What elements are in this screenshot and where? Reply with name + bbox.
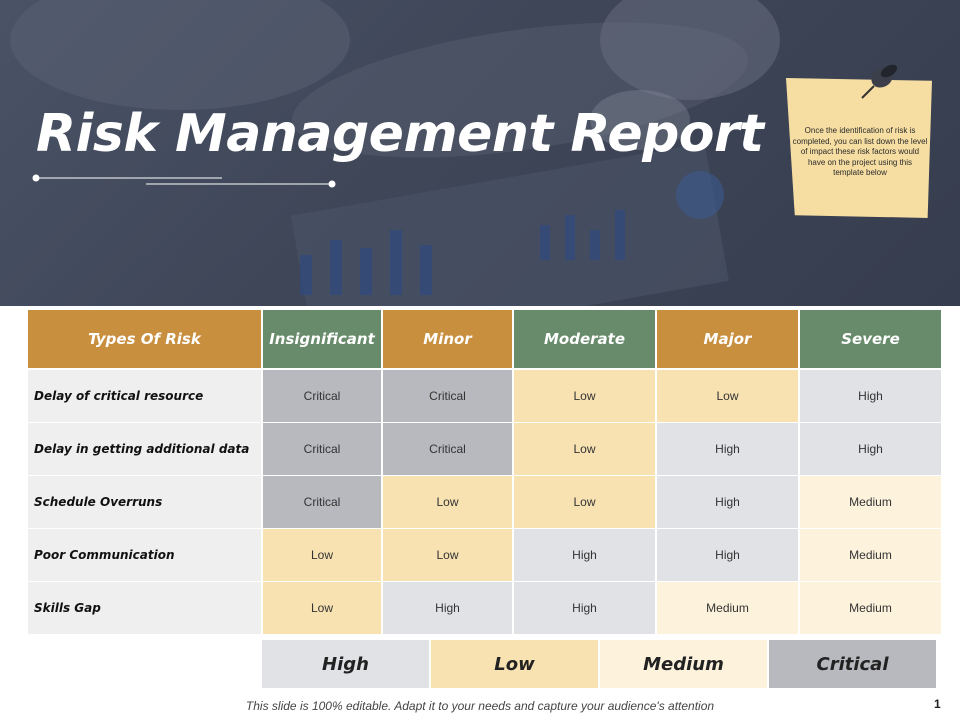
table-cell: High — [657, 423, 798, 476]
row-label: Skills Gap — [28, 582, 261, 635]
row-label: Schedule Overruns — [28, 476, 261, 529]
sticky-note-text: Once the identification of risk is compl… — [792, 126, 928, 177]
col-header-major: Major — [657, 310, 798, 370]
col-header-moderate: Moderate — [514, 310, 655, 370]
page-title: Risk Management Report — [36, 104, 764, 164]
table-cell: High — [800, 370, 941, 423]
table-cell: Low — [383, 529, 512, 582]
table-cell: High — [657, 529, 798, 582]
col-header-types: Types Of Risk — [28, 310, 261, 370]
table-cell: High — [800, 423, 941, 476]
table-cell: Low — [383, 476, 512, 529]
table-cell: Low — [263, 529, 381, 582]
table-cell: Low — [657, 370, 798, 423]
sticky-note — [786, 78, 932, 218]
title-underline — [32, 174, 336, 188]
row-label: Delay in getting additional data — [28, 423, 261, 476]
footer-text: This slide is 100% editable. Adapt it to… — [245, 699, 715, 713]
col-header-severe: Severe — [800, 310, 941, 370]
pushpin-icon — [861, 64, 898, 99]
table-cell: Critical — [263, 423, 381, 476]
row-label: Delay of critical resource — [28, 370, 261, 423]
background-photo — [10, 0, 780, 306]
legend-critical: Critical — [769, 640, 936, 688]
table-cell: High — [514, 529, 655, 582]
legend: High Low Medium Critical — [262, 640, 936, 688]
table-cell: Critical — [383, 370, 512, 423]
col-header-insignificant: Insignificant — [263, 310, 381, 370]
table-cell: High — [657, 476, 798, 529]
legend-medium: Medium — [600, 640, 767, 688]
table-cell: Low — [514, 423, 655, 476]
table-cell: Low — [514, 476, 655, 529]
table-cell: Medium — [800, 529, 941, 582]
col-header-minor: Minor — [383, 310, 512, 370]
table-cell: Medium — [657, 582, 798, 635]
legend-high: High — [262, 640, 429, 688]
row-label: Poor Communication — [28, 529, 261, 582]
table-cell: High — [383, 582, 512, 635]
table-cell: Low — [514, 370, 655, 423]
table-cell: Critical — [383, 423, 512, 476]
table-cell: Low — [263, 582, 381, 635]
table-cell: Medium — [800, 582, 941, 635]
table-cell: Critical — [263, 476, 381, 529]
table-cell: Critical — [263, 370, 381, 423]
page-number: 1 — [934, 697, 941, 711]
table-cell: Medium — [800, 476, 941, 529]
table-cell: High — [514, 582, 655, 635]
risk-table: Types Of Risk Insignificant Minor Modera… — [28, 310, 941, 635]
legend-low: Low — [431, 640, 598, 688]
